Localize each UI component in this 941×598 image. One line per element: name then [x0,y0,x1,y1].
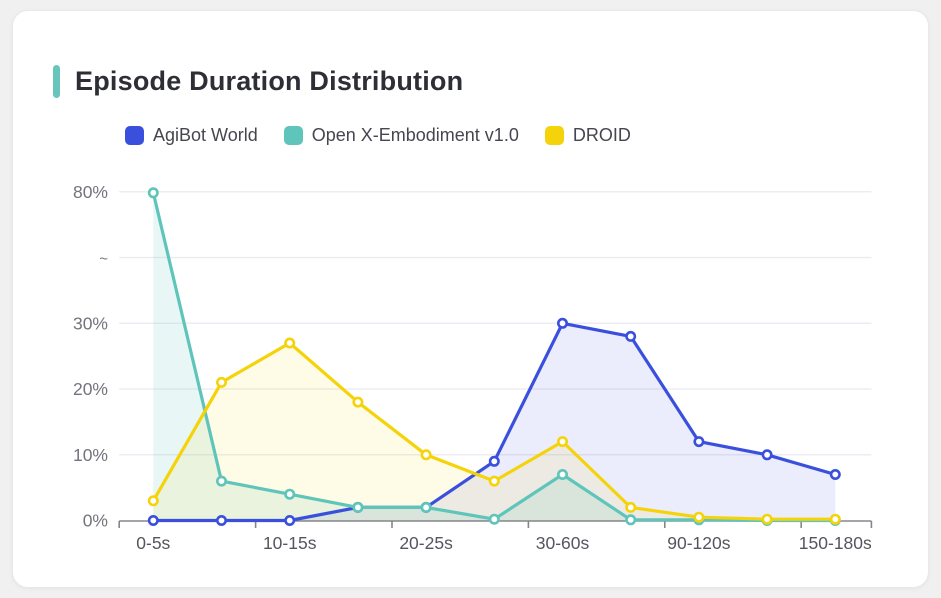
data-point-marker [625,501,637,513]
data-point-marker [693,436,705,448]
data-point-marker [284,337,296,349]
legend-swatch-icon [283,126,303,145]
y-axis-label: 80% [73,182,108,202]
data-point-marker [761,513,773,525]
x-axis-label: 0-5s [136,533,170,553]
y-axis-label: 30% [73,313,108,333]
chart-legend: AgiBot World Open X-Embodiment v1.0 DROID [125,125,631,146]
legend-item-0[interactable]: AgiBot World [125,125,258,146]
y-axis-break-symbol: ~ [99,251,108,268]
legend-label: Open X-Embodiment v1.0 [311,125,519,145]
data-point-marker [829,468,841,480]
data-point-marker [556,317,568,329]
data-point-marker [556,436,568,448]
data-point-marker [147,514,159,526]
x-axis-label: 150-180s [799,533,872,553]
y-axis-label: 20% [73,379,108,399]
page-title: Episode Duration Distribution [75,66,464,96]
x-axis-label: 90-120s [667,533,730,553]
legend-item-1[interactable]: Open X-Embodiment v1.0 [283,125,519,146]
title-accent-bar [53,65,60,98]
data-point-marker [625,514,637,526]
legend-swatch-icon [544,126,564,145]
data-point-marker [216,514,228,526]
data-point-marker [761,449,773,461]
series-area-0 [153,323,836,521]
series-area-2 [153,343,836,521]
data-point-marker [488,475,500,487]
data-point-marker [147,495,159,507]
x-axis-label: 20-25s [399,533,453,553]
data-point-marker [147,187,159,199]
data-point-marker [420,449,432,461]
legend-swatch-icon [125,126,144,145]
data-point-marker [284,514,296,526]
data-point-marker [216,376,228,388]
data-point-marker [488,455,500,467]
data-point-marker [829,513,841,525]
data-point-marker [693,511,705,523]
legend-item-2[interactable]: DROID [544,125,631,146]
data-point-marker [556,468,568,480]
chart-card: Episode Duration Distribution AgiBot Wor… [12,10,929,588]
series-area-1 [153,192,836,521]
data-point-marker [420,501,432,513]
y-axis-label: 10% [73,445,108,465]
data-point-marker [352,501,364,513]
legend-label: AgiBot World [153,125,258,145]
title-row: Episode Duration Distribution [53,65,463,98]
x-axis-label: 30-60s [536,533,590,553]
data-point-marker [488,513,500,525]
data-point-marker [625,330,637,342]
legend-label: DROID [572,125,631,145]
y-axis-label: 0% [83,511,108,531]
data-point-marker [352,396,364,408]
data-point-marker [216,475,228,487]
data-point-marker [284,488,296,500]
x-axis-label: 10-15s [263,533,317,553]
